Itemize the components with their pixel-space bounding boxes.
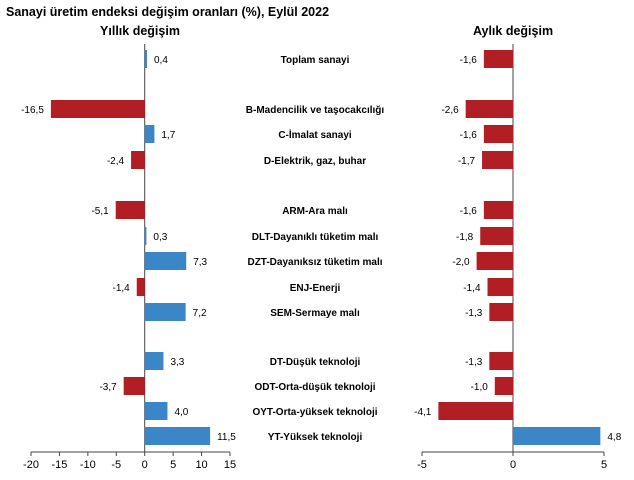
category-label: SEM-Sermaye malı xyxy=(270,308,360,319)
annual-value-label: 11,5 xyxy=(217,432,236,443)
annual-bar xyxy=(144,427,211,445)
monthly-value-label: -1,3 xyxy=(465,357,483,368)
monthly-bar xyxy=(438,402,513,420)
annual-tick-label: -15 xyxy=(51,459,67,471)
monthly-bar xyxy=(480,227,513,245)
annual-tick-label: -10 xyxy=(80,459,96,471)
category-label: B-Madencilik ve taşocakcılığı xyxy=(246,105,385,116)
monthly-bar xyxy=(489,352,513,370)
annual-value-label: 3,3 xyxy=(170,357,184,368)
annual-bar xyxy=(123,377,145,395)
monthly-value-label: -1,8 xyxy=(456,232,474,243)
monthly-value-label: -1,6 xyxy=(460,55,478,66)
annual-bar xyxy=(144,50,147,68)
monthly-value-label: -1,6 xyxy=(460,130,478,141)
monthly-tick-label: -5 xyxy=(417,459,427,471)
category-label: YT-Yüksek teknoloji xyxy=(268,432,363,443)
monthly-value-label: 4,8 xyxy=(607,432,621,443)
annual-value-label: 7,3 xyxy=(193,257,207,268)
category-label: DLT-Dayanıklı tüketim malı xyxy=(252,232,379,243)
monthly-value-label: -2,6 xyxy=(441,105,459,116)
category-label: ODT-Orta-düşük teknoloji xyxy=(254,382,375,393)
annual-bar xyxy=(50,100,145,118)
annual-bar xyxy=(144,125,155,143)
annual-tick-label: 10 xyxy=(195,459,207,471)
monthly-bar xyxy=(487,278,513,296)
annual-bar xyxy=(131,151,145,169)
chart-title: Sanayi üretim endeksi değişim oranları (… xyxy=(6,5,329,19)
monthly-panel-title: Aylık değişim xyxy=(473,24,553,38)
category-label: Toplam sanayi xyxy=(281,55,350,66)
monthly-bar xyxy=(482,151,513,169)
annual-value-label: -2,4 xyxy=(107,156,125,167)
annual-tick-label: 15 xyxy=(224,459,236,471)
annual-value-label: -1,4 xyxy=(113,283,131,294)
annual-panel-title: Yıllık değişim xyxy=(100,24,180,38)
monthly-bar xyxy=(483,201,513,219)
annual-bar xyxy=(144,303,186,321)
monthly-value-label: -1,0 xyxy=(471,382,489,393)
monthly-bar xyxy=(513,427,601,445)
annual-value-label: 0,4 xyxy=(154,55,168,66)
monthly-value-label: -1,4 xyxy=(463,283,481,294)
monthly-change-panel: -5 0 5 -1,6 -2,6 -1,6 -1,7 -1,6 -1,8 -2,0 -1,4 -1,3… xyxy=(414,44,622,471)
annual-value-label: -3,7 xyxy=(99,382,117,393)
monthly-value-label: -4,1 xyxy=(414,407,432,418)
monthly-bar xyxy=(483,50,513,68)
annual-bar xyxy=(144,402,168,420)
category-label: D-Elektrik, gaz, buhar xyxy=(264,156,366,167)
annual-tick-label: 5 xyxy=(170,459,176,471)
annual-bar xyxy=(144,352,164,370)
monthly-bar xyxy=(494,377,513,395)
category-label: ENJ-Enerji xyxy=(290,283,341,294)
annual-value-label: 4,0 xyxy=(174,407,188,418)
annual-bar xyxy=(115,201,145,219)
category-label: DT-Düşük teknoloji xyxy=(270,357,361,368)
monthly-tick-label: 5 xyxy=(601,459,607,471)
monthly-bar xyxy=(483,125,513,143)
monthly-value-label: -1,3 xyxy=(465,308,483,319)
monthly-bar xyxy=(476,252,513,270)
monthly-value-label: -1,6 xyxy=(460,206,478,217)
annual-bar xyxy=(136,278,145,296)
annual-bar xyxy=(144,227,147,245)
annual-value-label: -5,1 xyxy=(91,206,109,217)
category-label: C-İmalat sanayi xyxy=(278,128,352,141)
annual-value-label: 0,3 xyxy=(153,232,167,243)
monthly-value-label: -2,0 xyxy=(452,257,470,268)
monthly-tick-label: 0 xyxy=(510,459,516,471)
monthly-bar xyxy=(489,303,513,321)
annual-value-label: 7,2 xyxy=(193,308,207,319)
annual-change-panel: -20 -15 -10 -5 0 5 10 15 0,4 -16,5 1,7 -2,4 -5,1 0,3 7… xyxy=(21,44,236,471)
category-label: DZT-Dayanıksız tüketim malı xyxy=(247,257,382,268)
annual-tick-label: 0 xyxy=(142,459,148,471)
annual-bar xyxy=(144,252,187,270)
annual-value-label: -16,5 xyxy=(21,105,44,116)
category-label: ARM-Ara malı xyxy=(282,206,348,217)
annual-tick-label: -5 xyxy=(111,459,121,471)
monthly-bar xyxy=(465,100,513,118)
category-labels: Toplam sanayi B-Madencilik ve taşocakcılı… xyxy=(246,55,385,443)
annual-tick-label: -20 xyxy=(23,459,39,471)
annual-value-label: 1,7 xyxy=(161,130,175,141)
category-label: OYT-Orta-yüksek teknoloji xyxy=(252,407,377,418)
monthly-value-label: -1,7 xyxy=(458,156,476,167)
